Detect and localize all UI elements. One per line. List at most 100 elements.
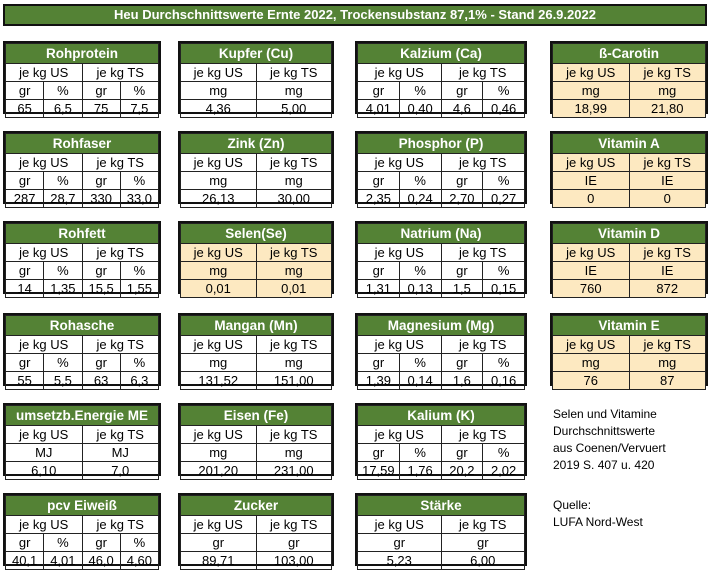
unit-cell: mg [628,81,706,100]
group-header: je kg US [180,515,257,534]
group-header: je kg TS [440,425,525,444]
unit-cell: IE [552,261,630,280]
group-header: je kg US [552,153,630,172]
group-header: je kg TS [255,425,332,444]
group-header: je kg US [180,63,257,82]
unit-cell: mg [180,353,257,372]
group-header: je kg US [5,243,83,262]
unit-cell: gr [357,443,400,462]
unit-cell: mg [552,353,630,372]
nutrient-table: Phosphor (P) je kg US je kg TS gr% gr% 2,35 0,… [355,131,527,208]
unit-cell: % [398,261,442,280]
group-header: je kg US [180,153,257,172]
unit-cell: gr [357,171,400,190]
value-cell: 6,5 [43,99,83,118]
unit-cell: gr [4,261,45,280]
value-cell: 0,24 [398,189,442,208]
value-cell: 231,00 [255,461,332,480]
group-header: je kg US [5,153,83,172]
unit-cell: % [398,443,442,462]
group-header: je kg US [552,243,630,262]
group-header: je kg TS [628,63,706,82]
nutrient-table: Rohprotein je kg US je kg TS gr% gr% 65 6,5 75 7… [3,41,161,118]
note-line: Selen und Vitamine [553,407,657,421]
table-title: Kalium (K) [357,405,525,426]
table-title: Rohprotein [5,43,159,64]
value-cell: 17,59 [357,461,400,480]
group-header: je kg TS [628,243,706,262]
unit-cell: IE [628,171,706,190]
unit-cell: mg [180,261,257,280]
nutrient-table: Kalzium (Ca) je kg US je kg TS gr% gr% 4,01 0,… [355,41,527,118]
group-header: je kg US [357,153,442,172]
value-cell: 6,00 [440,551,525,570]
unit-cell: % [43,261,83,280]
table-title: Mangan (Mn) [180,315,332,336]
unit-cell: mg [255,171,332,190]
value-cell: 5,23 [357,551,442,570]
group-header: je kg TS [255,335,332,354]
value-cell: 1,76 [398,461,442,480]
table-title: Stärke [357,495,525,516]
table-title: Rohfaser [5,133,159,154]
group-header: je kg TS [81,425,159,444]
unit-cell: % [398,171,442,190]
value-cell: 0,46 [482,99,525,118]
unit-cell: % [482,171,525,190]
nutrient-table: Mangan (Mn) je kg US je kg TS mg mg 131,52 151… [178,313,334,390]
value-cell: 330 [81,189,121,208]
group-header: je kg US [552,63,630,82]
group-header: je kg TS [255,515,332,534]
value-cell: 0 [628,189,706,208]
value-cell: 76 [552,371,630,390]
value-cell: 760 [552,279,630,298]
table-title: Kupfer (Cu) [180,43,332,64]
unit-cell: mg [180,81,257,100]
group-header: je kg TS [440,153,525,172]
unit-cell: IE [552,171,630,190]
unit-cell: gr [180,533,257,552]
group-header: je kg US [5,515,83,534]
table-title: Vitamin E [552,315,706,336]
group-header: je kg TS [440,243,525,262]
group-header: je kg TS [81,153,159,172]
value-cell: 4,01 [43,551,83,570]
group-header: je kg US [357,243,442,262]
value-cell: 0,01 [255,279,332,298]
nutrient-table: pcv Eiweiß je kg US je kg TS gr% gr% 40,1 4,01… [3,493,161,570]
nutrient-table: Magnesium (Mg) je kg US je kg TS gr% gr% 1,39… [355,313,527,390]
value-cell: 30,00 [255,189,332,208]
table-title: Kalzium (Ca) [357,43,525,64]
unit-cell: gr [440,171,484,190]
value-cell: 0,15 [482,279,525,298]
unit-cell: % [43,81,83,100]
group-header: je kg US [5,63,83,82]
group-header: je kg US [5,335,83,354]
unit-cell: gr [4,171,45,190]
value-cell: 89,71 [180,551,257,570]
value-cell: 5,00 [255,99,332,118]
group-header: je kg TS [440,63,525,82]
table-title: Natrium (Na) [357,223,525,244]
note-line: Durchschnittswerte [553,424,656,438]
unit-cell: % [482,261,525,280]
nutrient-table: umsetzb.Energie ME je kg US je kg TS MJ MJ 6,… [3,403,161,480]
unit-cell: % [119,171,160,190]
unit-cell: % [43,353,83,372]
unit-cell: mg [255,443,332,462]
unit-cell: gr [440,443,484,462]
group-header: je kg TS [81,335,159,354]
value-cell: 0,16 [482,371,525,390]
value-cell: 5,5 [43,371,83,390]
value-cell: 1,5 [440,279,484,298]
value-cell: 4,01 [357,99,400,118]
unit-cell: gr [4,81,45,100]
note-line: 2019 S. 407 u. 420 [553,458,655,472]
value-cell: 14 [4,279,45,298]
value-cell: 7,0 [81,461,159,480]
unit-cell: MJ [81,443,159,462]
table-title: pcv Eiweiß [5,495,159,516]
group-header: je kg TS [255,63,332,82]
value-cell: 1,39 [357,371,400,390]
